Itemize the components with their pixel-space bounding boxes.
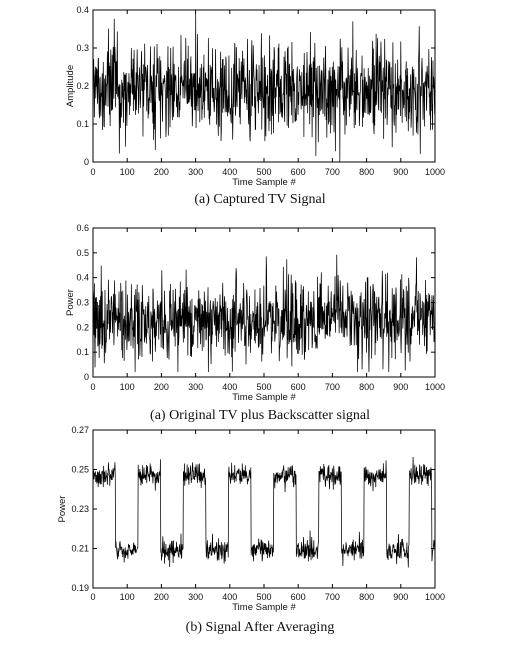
y-tick-label: 0.1: [76, 119, 89, 129]
x-tick-label: 600: [291, 382, 306, 392]
chart-captured-tv-signal: 0 100 200 300 400 500 600 700 800 900 1000 0 0.1 0.2 0…: [65, 5, 445, 188]
y-tick-label: 0.4: [76, 273, 89, 283]
y-tick-label: 0.27: [71, 425, 89, 435]
x-tick-label: 1000: [425, 592, 445, 602]
plot-frame: [92, 429, 436, 589]
y-tick-label: 0: [84, 372, 89, 382]
x-axis-label: Time Sample #: [232, 177, 296, 188]
x-tick-label: 700: [325, 592, 340, 602]
y-tick-label: 0.5: [76, 248, 89, 258]
x-tick-label: 100: [120, 382, 135, 392]
y-tick-label: 0.4: [76, 5, 89, 15]
y-tick-label: 0.21: [71, 544, 89, 554]
x-tick-label: 500: [256, 592, 271, 602]
x-tick-label: 800: [359, 592, 374, 602]
x-tick-label: 300: [188, 382, 203, 392]
y-axis-label: Amplitude: [65, 65, 76, 107]
chart-tv-plus-backscatter: 0 100 200 300 400 500 600 700 800 900 1000 0 0.1 0.2 0…: [65, 223, 445, 403]
y-tick-label: 0.3: [76, 43, 89, 53]
x-tick-label: 400: [222, 592, 237, 602]
caption-tv-plus-backscatter: (a) Original TV plus Backscatter signal: [150, 408, 370, 423]
y-tick-label: 0.1: [76, 347, 89, 357]
x-tick-label: 400: [222, 167, 237, 177]
x-tick-label: 900: [393, 167, 408, 177]
x-tick-label: 0: [90, 592, 95, 602]
y-tick-label: 0.25: [71, 465, 89, 475]
x-axis-label: Time Sample #: [232, 392, 296, 403]
x-tick-label: 100: [120, 167, 135, 177]
x-tick-label: 100: [120, 592, 135, 602]
signal-line: [92, 13, 436, 163]
y-tick-label: 0.23: [71, 504, 89, 514]
signal-line: [92, 254, 436, 373]
signal-line: [92, 457, 436, 568]
y-axis-label: Power: [57, 496, 68, 523]
x-tick-label: 500: [256, 167, 271, 177]
x-tick-label: 0: [90, 382, 95, 392]
x-tick-label: 300: [188, 592, 203, 602]
x-tick-label: 600: [291, 167, 306, 177]
y-tick-label: 0.2: [76, 322, 89, 332]
x-tick-label: 500: [256, 382, 271, 392]
caption-signal-after-averaging: (b) Signal After Averaging: [185, 620, 335, 635]
y-tick-label: 0.3: [76, 298, 89, 308]
x-axis-label: Time Sample #: [232, 602, 296, 613]
x-tick-label: 700: [325, 167, 340, 177]
x-tick-label: 1000: [425, 167, 445, 177]
y-tick-label: 0: [84, 157, 89, 167]
x-tick-label: 1000: [425, 382, 445, 392]
x-tick-label: 0: [90, 167, 95, 177]
y-tick-label: 0.19: [71, 583, 89, 593]
x-tick-label: 200: [154, 592, 169, 602]
y-tick-label: 0.2: [76, 81, 89, 91]
y-tick-label: 0.6: [76, 223, 89, 233]
y-axis-label: Power: [65, 289, 76, 316]
chart-signal-after-averaging: 0 100 200 300 400 500 600 700 800 900 1000 0.19 0.21…: [57, 425, 445, 613]
x-tick-label: 700: [325, 382, 340, 392]
x-tick-label: 800: [359, 167, 374, 177]
x-tick-label: 900: [393, 382, 408, 392]
x-tick-label: 200: [154, 382, 169, 392]
caption-captured-tv-signal: (a) Captured TV Signal: [194, 192, 326, 207]
x-tick-label: 300: [188, 167, 203, 177]
x-tick-label: 400: [222, 382, 237, 392]
x-tick-label: 900: [393, 592, 408, 602]
x-tick-label: 800: [359, 382, 374, 392]
x-tick-label: 600: [291, 592, 306, 602]
x-tick-label: 200: [154, 167, 169, 177]
